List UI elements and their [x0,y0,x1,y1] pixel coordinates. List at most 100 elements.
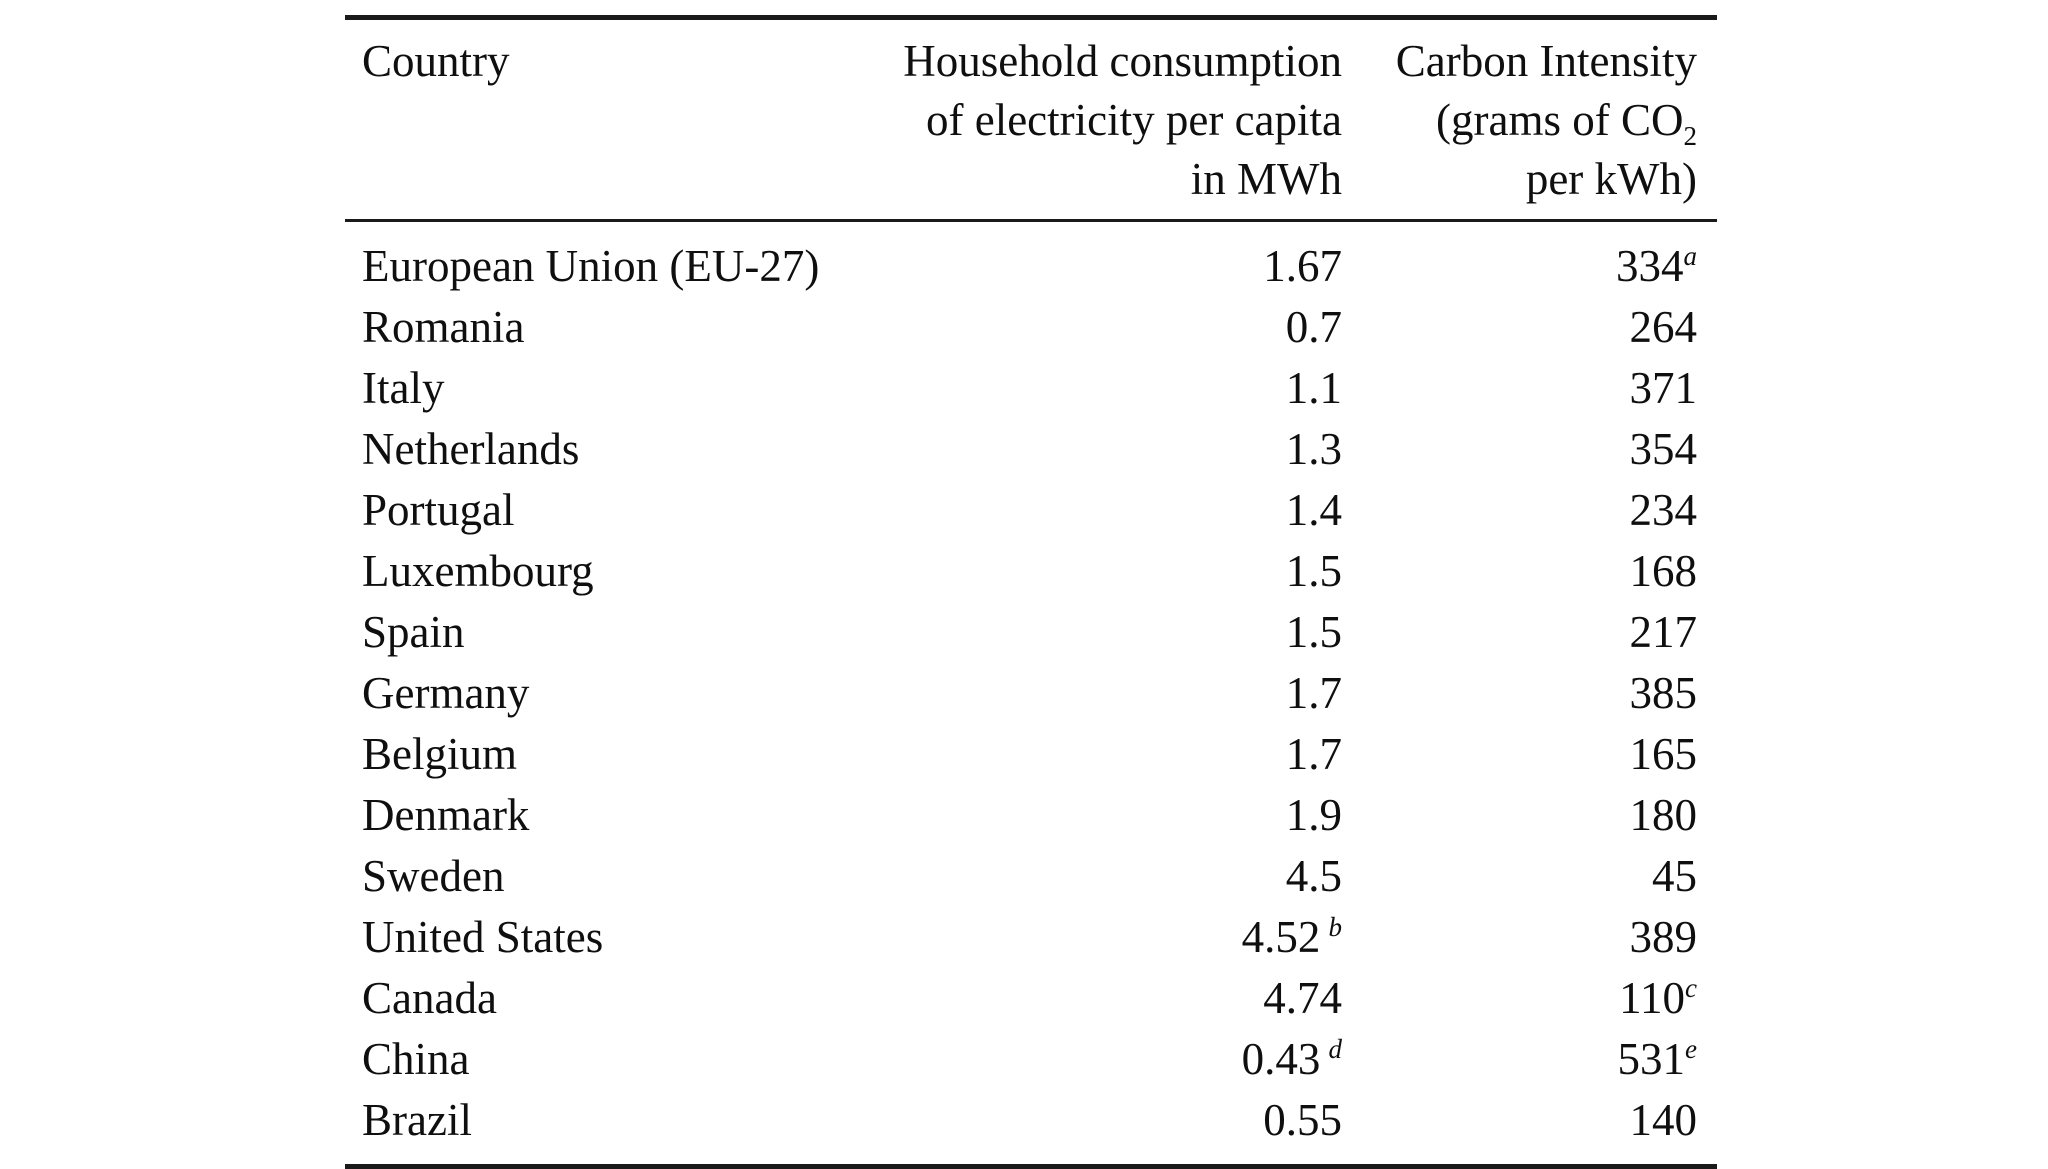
consumption-cell: 1.5 [865,541,1343,602]
table-row: Sweden 4.5 45 [345,846,1717,907]
table-row: Italy 1.1 371 [345,358,1717,419]
header-line: per kWh) [1525,154,1697,204]
intensity-value: 264 [1629,302,1698,352]
header-line: in MWh [1190,154,1342,204]
intensity-value: 371 [1629,363,1698,413]
intensity-cell: 217 [1343,602,1717,663]
consumption-value: 1.1 [1285,363,1342,413]
table-row: Denmark 1.9 180 [345,785,1717,846]
table-row: Canada 4.74 110c [345,968,1717,1029]
country-cell: Brazil [362,1095,472,1145]
intensity-value: 389 [1629,912,1698,962]
intensity-cell: 180 [1343,785,1717,846]
consumption-cell: 4.5 [865,846,1343,907]
electricity-carbon-intensity-table: Country Household consumption of electri… [345,15,1717,1169]
consumption-value: 0.55 [1263,1095,1342,1145]
header-line: Carbon Intensity [1395,36,1697,86]
table-row: Spain 1.5 217 [345,602,1717,663]
table-row: Netherlands 1.3 354 [345,419,1717,480]
intensity-cell: 140 [1343,1090,1717,1167]
table-row: Belgium 1.7 165 [345,724,1717,785]
country-cell: Sweden [362,851,505,901]
intensity-value: 385 [1629,668,1698,718]
header-row: Country Household consumption of electri… [345,17,1717,222]
intensity-cell: 389 [1343,907,1717,968]
column-header-country: Country [345,17,865,222]
consumption-value: 1.7 [1285,668,1342,718]
intensity-cell: 371 [1343,358,1717,419]
consumption-cell: 1.7 [865,724,1343,785]
intensity-cell: 334a [1343,221,1717,298]
country-cell: China [362,1034,470,1084]
consumption-cell: 1.9 [865,785,1343,846]
country-cell: Portugal [362,485,515,535]
consumption-value: 1.5 [1285,607,1342,657]
header-line-text: (grams of CO [1436,95,1684,145]
intensity-value: 334 [1616,241,1684,291]
table-row: Germany 1.7 385 [345,663,1717,724]
column-header-consumption: Household consumption of electricity per… [865,17,1343,222]
table-container: Country Household consumption of electri… [345,15,1717,1169]
consumption-cell: 1.1 [865,358,1343,419]
intensity-cell: 264 [1343,297,1717,358]
consumption-value: 1.4 [1285,485,1342,535]
co2-subscript: 2 [1683,121,1698,151]
intensity-value: 354 [1629,424,1698,474]
country-cell: Spain [362,607,465,657]
consumption-value: 4.52 [1241,912,1321,962]
consumption-value: 1.67 [1263,241,1342,291]
consumption-cell: 4.74 [865,968,1343,1029]
table-row: China 0.43 d 531e [345,1029,1717,1090]
consumption-cell: 0.43 d [865,1029,1343,1090]
intensity-value: 180 [1629,790,1698,840]
intensity-cell: 165 [1343,724,1717,785]
intensity-cell: 531e [1343,1029,1717,1090]
intensity-cell: 168 [1343,541,1717,602]
consumption-cell: 1.4 [865,480,1343,541]
consumption-cell: 1.67 [865,221,1343,298]
country-cell: Denmark [362,790,530,840]
intensity-value: 45 [1652,851,1697,901]
country-cell: European Union (EU-27) [362,241,820,291]
intensity-cell: 45 [1343,846,1717,907]
country-cell: Netherlands [362,424,580,474]
consumption-value: 4.5 [1285,851,1342,901]
footnote-marker: a [1683,241,1698,271]
consumption-value: 4.74 [1263,973,1342,1023]
table-row: United States 4.52 b 389 [345,907,1717,968]
header-line: Household consumption [903,36,1342,86]
footnote-marker: c [1685,973,1697,1003]
country-cell: Belgium [362,729,517,779]
consumption-value: 0.7 [1285,302,1342,352]
consumption-value: 0.43 [1241,1034,1321,1084]
table-body: European Union (EU-27) 1.67 334a Romania… [345,221,1717,1167]
table-row: Luxembourg 1.5 168 [345,541,1717,602]
country-cell: Luxembourg [362,546,594,596]
consumption-value: 1.7 [1285,729,1342,779]
country-cell: Romania [362,302,525,352]
intensity-cell: 354 [1343,419,1717,480]
consumption-value: 1.3 [1285,424,1342,474]
footnote-marker: b [1328,912,1343,942]
table-row: Portugal 1.4 234 [345,480,1717,541]
country-cell: Italy [362,363,445,413]
header-line: of electricity per capita [925,95,1342,145]
footnote-marker: d [1328,1034,1343,1064]
intensity-value: 140 [1629,1095,1698,1145]
header-line: (grams of CO2 [1344,91,1697,150]
consumption-value: 1.9 [1285,790,1342,840]
country-cell: Canada [362,973,497,1023]
consumption-cell: 1.5 [865,602,1343,663]
column-header-intensity: Carbon Intensity (grams of CO2 per kWh) [1343,17,1717,222]
intensity-value: 168 [1629,546,1698,596]
country-cell: United States [362,912,604,962]
consumption-cell: 4.52 b [865,907,1343,968]
intensity-cell: 110c [1343,968,1717,1029]
table-row: European Union (EU-27) 1.67 334a [345,221,1717,298]
consumption-value: 1.5 [1285,546,1342,596]
table-row: Brazil 0.55 140 [345,1090,1717,1167]
footnote-marker: e [1685,1034,1697,1064]
intensity-cell: 234 [1343,480,1717,541]
table-row: Romania 0.7 264 [345,297,1717,358]
consumption-cell: 1.7 [865,663,1343,724]
